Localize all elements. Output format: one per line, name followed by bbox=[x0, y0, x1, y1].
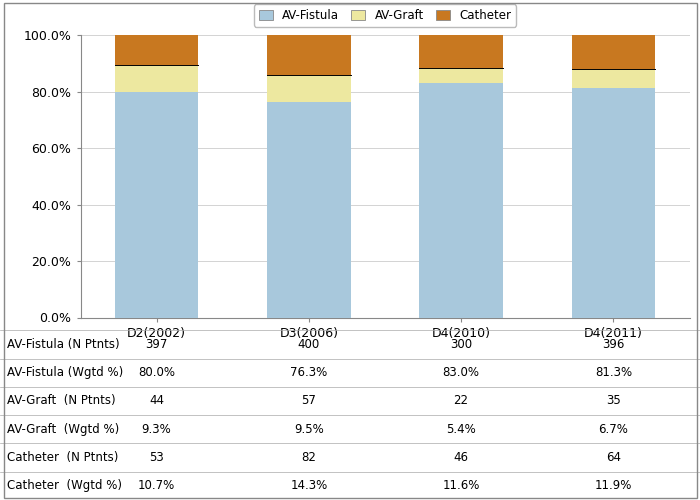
Bar bbox=[419, 68, 503, 83]
Text: 80.0%: 80.0% bbox=[138, 366, 175, 379]
Text: 396: 396 bbox=[602, 338, 624, 351]
Text: 14.3%: 14.3% bbox=[290, 480, 328, 492]
Text: 57: 57 bbox=[302, 394, 316, 407]
Text: AV-Fistula (N Ptnts): AV-Fistula (N Ptnts) bbox=[7, 338, 120, 351]
Text: 9.5%: 9.5% bbox=[294, 423, 323, 436]
Bar bbox=[571, 69, 655, 88]
Text: 76.3%: 76.3% bbox=[290, 366, 328, 379]
Text: 300: 300 bbox=[450, 338, 473, 351]
Text: 81.3%: 81.3% bbox=[595, 366, 632, 379]
Bar bbox=[267, 34, 351, 75]
Text: 35: 35 bbox=[606, 394, 621, 407]
Bar bbox=[115, 65, 199, 92]
Text: 11.6%: 11.6% bbox=[442, 480, 480, 492]
Text: Catheter  (N Ptnts): Catheter (N Ptnts) bbox=[7, 451, 118, 464]
Text: 82: 82 bbox=[302, 451, 316, 464]
Text: Catheter  (Wgtd %): Catheter (Wgtd %) bbox=[7, 480, 122, 492]
Text: 10.7%: 10.7% bbox=[138, 480, 175, 492]
Bar bbox=[571, 36, 655, 69]
Bar bbox=[571, 88, 655, 318]
Text: 83.0%: 83.0% bbox=[442, 366, 480, 379]
Text: 11.9%: 11.9% bbox=[595, 480, 632, 492]
Text: 5.4%: 5.4% bbox=[447, 423, 476, 436]
Text: AV-Graft  (N Ptnts): AV-Graft (N Ptnts) bbox=[7, 394, 116, 407]
Text: 9.3%: 9.3% bbox=[141, 423, 172, 436]
Bar bbox=[419, 35, 503, 68]
Text: 64: 64 bbox=[606, 451, 621, 464]
Bar bbox=[115, 92, 199, 318]
Text: 400: 400 bbox=[298, 338, 320, 351]
Bar bbox=[419, 83, 503, 318]
Text: AV-Graft  (Wgtd %): AV-Graft (Wgtd %) bbox=[7, 423, 119, 436]
Text: 44: 44 bbox=[149, 394, 164, 407]
Text: 22: 22 bbox=[454, 394, 468, 407]
Text: 46: 46 bbox=[454, 451, 468, 464]
Bar bbox=[267, 75, 351, 102]
Text: 53: 53 bbox=[149, 451, 164, 464]
Text: AV-Fistula (Wgtd %): AV-Fistula (Wgtd %) bbox=[7, 366, 123, 379]
Text: 6.7%: 6.7% bbox=[598, 423, 629, 436]
Bar bbox=[115, 35, 199, 65]
Bar bbox=[267, 102, 351, 318]
Text: 397: 397 bbox=[146, 338, 168, 351]
Legend: AV-Fistula, AV-Graft, Catheter: AV-Fistula, AV-Graft, Catheter bbox=[254, 4, 516, 26]
